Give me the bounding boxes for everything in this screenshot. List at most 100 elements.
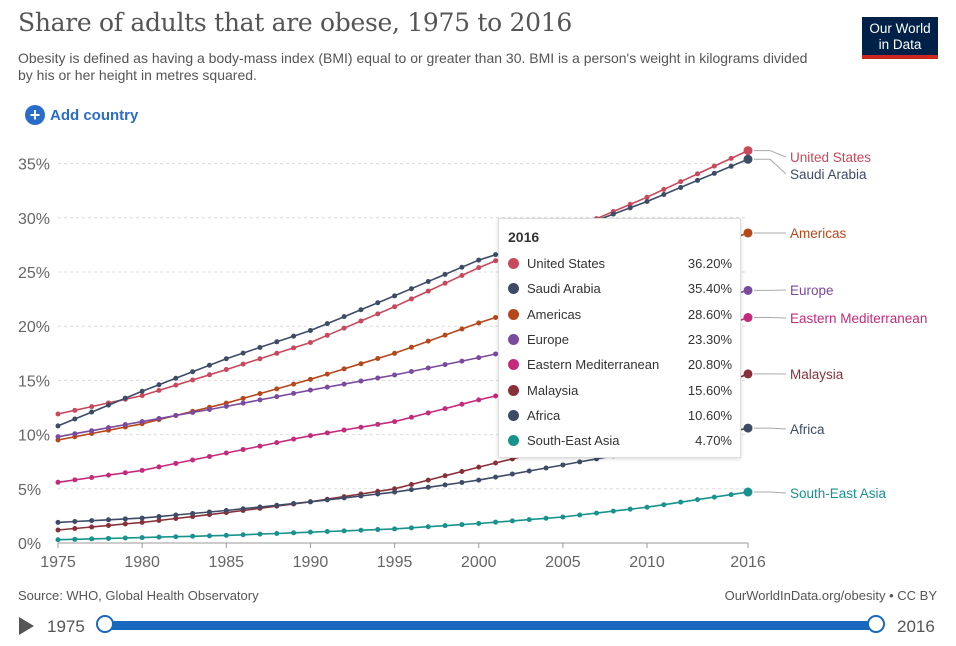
data-point xyxy=(459,358,465,364)
timeline-end-handle[interactable] xyxy=(867,615,885,633)
data-point xyxy=(408,369,414,375)
data-point xyxy=(324,529,330,535)
series-color-dot xyxy=(508,435,519,447)
data-point xyxy=(644,504,650,510)
data-point xyxy=(341,381,347,387)
data-point xyxy=(156,464,162,470)
series-line xyxy=(57,158,749,427)
data-point xyxy=(543,465,549,471)
data-point xyxy=(324,371,330,377)
data-point xyxy=(72,407,78,413)
data-point xyxy=(240,350,246,356)
data-point xyxy=(274,440,280,446)
timeline-start-handle[interactable] xyxy=(96,615,114,633)
series-label[interactable]: Malaysia xyxy=(790,367,844,382)
data-point xyxy=(442,473,448,479)
data-point xyxy=(206,509,212,515)
data-point xyxy=(240,361,246,367)
data-point xyxy=(105,425,111,431)
tooltip-series-value: 35.40% xyxy=(687,281,732,297)
tooltip-series-value: 4.70% xyxy=(695,433,732,449)
data-point xyxy=(442,406,448,412)
data-point xyxy=(408,296,414,302)
data-point xyxy=(711,170,717,176)
data-point xyxy=(274,350,280,356)
series-label[interactable]: Saudi Arabia xyxy=(790,167,867,182)
series-color-dot xyxy=(508,359,519,371)
data-point xyxy=(644,194,650,200)
data-point xyxy=(375,375,381,381)
timeline-track[interactable] xyxy=(105,621,877,630)
data-point xyxy=(55,423,61,429)
credit-link[interactable]: OurWorldInData.org/obesity • CC BY xyxy=(724,588,937,603)
tooltip-series-value: 10.60% xyxy=(687,407,732,423)
tooltip-row: Europe 23.30% xyxy=(508,327,732,352)
owid-logo[interactable]: Our World in Data xyxy=(862,17,938,59)
x-tick-label: 2016 xyxy=(730,554,766,571)
data-point xyxy=(476,477,482,483)
data-point xyxy=(274,502,280,508)
add-country-button[interactable]: + Add country xyxy=(25,104,138,126)
play-icon[interactable] xyxy=(19,617,34,635)
series-label[interactable]: Africa xyxy=(790,422,825,437)
series-label[interactable]: Eastern Mediterranean xyxy=(790,311,927,326)
data-point xyxy=(105,535,111,541)
data-point xyxy=(139,535,145,541)
source-note: Source: WHO, Global Health Observatory xyxy=(18,588,259,603)
data-point xyxy=(493,519,499,525)
y-tick-label: 20% xyxy=(18,319,50,336)
data-point xyxy=(627,506,633,512)
data-point xyxy=(173,413,179,419)
timeline-start-label: 1975 xyxy=(47,617,85,636)
data-point xyxy=(425,524,431,530)
data-point xyxy=(577,512,583,518)
data-point xyxy=(122,395,128,401)
series-label[interactable]: United States xyxy=(790,150,871,165)
data-point xyxy=(55,479,61,485)
series-color-dot xyxy=(508,384,519,396)
data-point xyxy=(392,372,398,378)
chart-subtitle: Obesity is defined as having a body-mass… xyxy=(18,50,808,83)
data-point xyxy=(577,459,583,465)
data-point xyxy=(459,272,465,278)
data-point xyxy=(240,506,246,512)
data-point xyxy=(122,535,128,541)
data-point xyxy=(459,264,465,270)
data-point xyxy=(324,321,330,327)
data-point xyxy=(459,468,465,474)
data-point xyxy=(341,427,347,433)
data-point xyxy=(105,517,111,523)
data-point xyxy=(89,536,95,542)
data-point xyxy=(442,482,448,488)
data-point xyxy=(627,201,633,207)
data-point xyxy=(425,484,431,490)
series-label[interactable]: Americas xyxy=(790,226,847,241)
data-point xyxy=(89,518,95,524)
data-point xyxy=(678,184,684,190)
data-point xyxy=(190,457,196,463)
x-tick-label: 2005 xyxy=(545,554,581,571)
data-point xyxy=(324,497,330,503)
series-line xyxy=(57,149,749,415)
tooltip-row: Saudi Arabia 35.40% xyxy=(508,276,732,301)
data-point xyxy=(493,252,499,258)
data-point xyxy=(728,163,734,169)
series-label[interactable]: South-East Asia xyxy=(790,486,887,501)
data-point xyxy=(291,381,297,387)
series-label[interactable]: Europe xyxy=(790,283,834,298)
data-point xyxy=(257,391,263,397)
data-point xyxy=(375,311,381,317)
data-point xyxy=(122,422,128,428)
data-point xyxy=(223,356,229,362)
data-point xyxy=(55,527,61,533)
x-tick-label: 1985 xyxy=(208,554,244,571)
data-point xyxy=(476,464,482,470)
data-point xyxy=(156,517,162,523)
data-point xyxy=(442,280,448,286)
data-point xyxy=(257,344,263,350)
tooltip-row: Eastern Mediterranean 20.80% xyxy=(508,352,732,377)
series-color-dot xyxy=(508,283,519,295)
tooltip-series-name: Eastern Mediterranean xyxy=(527,357,660,373)
logo-line-1: Our World xyxy=(869,21,931,36)
